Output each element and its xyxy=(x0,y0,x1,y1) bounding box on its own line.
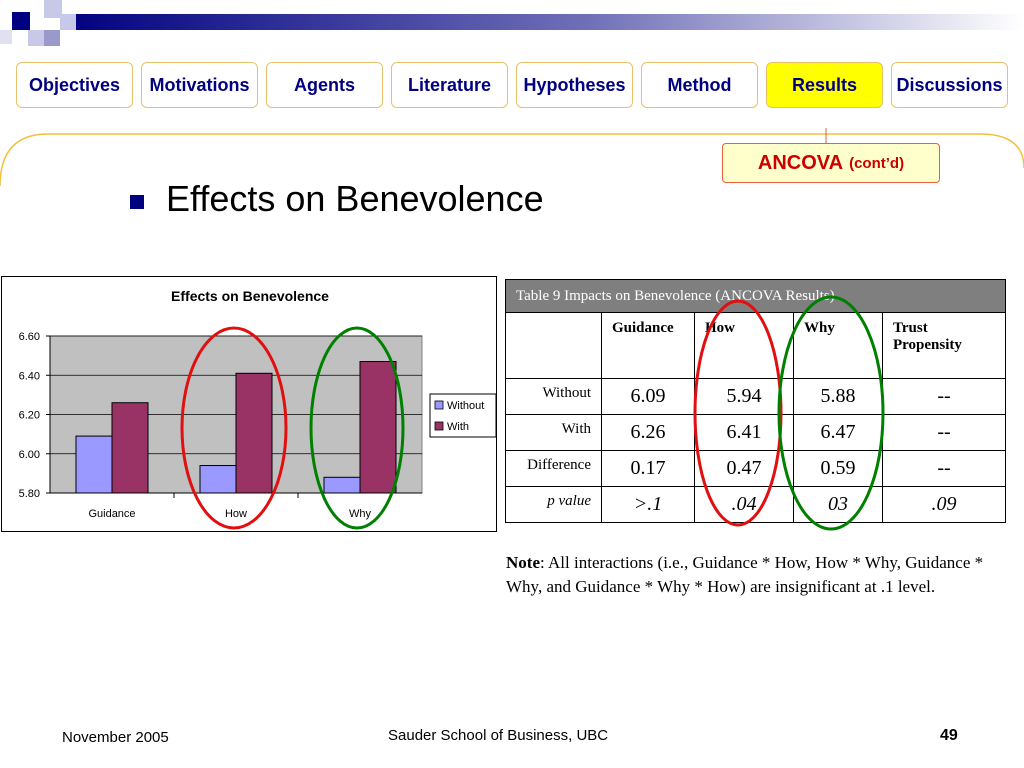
footer-date: November 2005 xyxy=(62,729,169,746)
tab-objectives[interactable]: Objectives xyxy=(16,62,133,108)
tab-discussions[interactable]: Discussions xyxy=(891,62,1008,108)
plot-area: 6.60 6.40 6.20 6.00 5.80 Guidance How Why xyxy=(19,331,423,520)
ancova-table: Table 9 Impacts on Benevolence (ANCOVA R… xyxy=(505,279,1006,523)
x-tick-label: Guidance xyxy=(88,508,135,520)
slide-heading: Effects on Benevolence xyxy=(166,178,544,219)
legend-swatch xyxy=(434,421,444,431)
column-header: Guidance xyxy=(601,312,695,379)
table-cell: 6.09 xyxy=(601,378,695,415)
table-row: Without 6.09 5.94 5.88 -- xyxy=(505,378,1006,415)
note-text: : All interactions (i.e., Guidance * How… xyxy=(506,553,984,596)
note-label: Note xyxy=(506,553,540,572)
tab-results[interactable]: Results xyxy=(766,62,883,108)
table-note: Note: All interactions (i.e., Guidance *… xyxy=(506,551,986,599)
ancova-badge: ANCOVA (cont’d) xyxy=(722,143,940,183)
bullet-icon xyxy=(130,195,144,209)
chart-title: Effects on Benevolence xyxy=(171,288,329,304)
ancova-sublabel: (cont’d) xyxy=(849,154,905,172)
row-label: Without xyxy=(505,378,602,415)
table-cell: 0.17 xyxy=(601,450,695,487)
table-row: With 6.26 6.41 6.47 -- xyxy=(505,414,1006,451)
bar-without-how xyxy=(199,465,237,494)
table-cell: -- xyxy=(882,414,1006,451)
row-label: With xyxy=(505,414,602,451)
tab-literature[interactable]: Literature xyxy=(391,62,508,108)
row-label: Difference xyxy=(505,450,602,487)
legend-label: With xyxy=(447,421,469,433)
table-cell: 6.41 xyxy=(694,414,794,451)
table-cell: >.1 xyxy=(601,486,695,523)
table-cell: 03 xyxy=(793,486,883,523)
results-table: Table 9 Impacts on Benevolence (ANCOVA R… xyxy=(505,279,1006,523)
table-cell: 0.59 xyxy=(793,450,883,487)
tab-motivations[interactable]: Motivations xyxy=(141,62,258,108)
column-header: How xyxy=(694,312,794,379)
table-cell: 5.94 xyxy=(694,378,794,415)
x-tick-label: Why xyxy=(349,508,372,520)
table-cell: -- xyxy=(882,378,1006,415)
bar-with-guidance xyxy=(111,402,149,494)
y-tick-label: 6.40 xyxy=(19,370,40,382)
legend-label: Without xyxy=(447,400,484,412)
tab-hypotheses[interactable]: Hypotheses xyxy=(516,62,633,108)
bar-without-guidance xyxy=(75,435,113,494)
x-tick-label: How xyxy=(225,508,247,520)
bar-with-why xyxy=(359,361,397,494)
table-cell: 6.47 xyxy=(793,414,883,451)
bar-without-why xyxy=(323,476,361,494)
chart-legend: Without With xyxy=(429,393,496,438)
y-tick-label: 6.00 xyxy=(19,449,40,461)
benevolence-chart: Effects on Benevolence 6.60 6.40 6.20 6.00 5… xyxy=(1,276,497,532)
ancova-label: ANCOVA xyxy=(757,151,844,174)
y-tick-label: 5.80 xyxy=(19,488,40,500)
table-cell: 6.26 xyxy=(601,414,695,451)
column-header xyxy=(505,312,602,379)
page-number: 49 xyxy=(940,727,958,744)
row-label: p value xyxy=(505,486,602,523)
table-caption: Table 9 Impacts on Benevolence (ANCOVA R… xyxy=(505,279,1006,313)
table-cell: .04 xyxy=(694,486,794,523)
y-tick-label: 6.60 xyxy=(19,331,40,343)
table-cell: .09 xyxy=(882,486,1006,523)
column-header: Trust Propensity xyxy=(882,312,1006,379)
y-tick-label: 6.20 xyxy=(19,410,40,422)
bar-with-how xyxy=(235,372,273,494)
table-row: p value >.1 .04 03 .09 xyxy=(505,486,1006,523)
tab-method[interactable]: Method xyxy=(641,62,758,108)
table-cell: 0.47 xyxy=(694,450,794,487)
table-cell: 5.88 xyxy=(793,378,883,415)
footer-school: Sauder School of Business, UBC xyxy=(388,727,609,744)
table-row: Difference 0.17 0.47 0.59 -- xyxy=(505,450,1006,487)
chart-svg: Effects on Benevolence 6.60 6.40 6.20 6.00 5… xyxy=(19,288,496,520)
legend-swatch xyxy=(434,400,444,410)
header-decoration xyxy=(0,0,1024,46)
column-header: Why xyxy=(793,312,883,379)
table-header-row: Guidance How Why Trust Propensity xyxy=(505,312,1006,379)
tab-agents[interactable]: Agents xyxy=(266,62,383,108)
table-cell: -- xyxy=(882,450,1006,487)
